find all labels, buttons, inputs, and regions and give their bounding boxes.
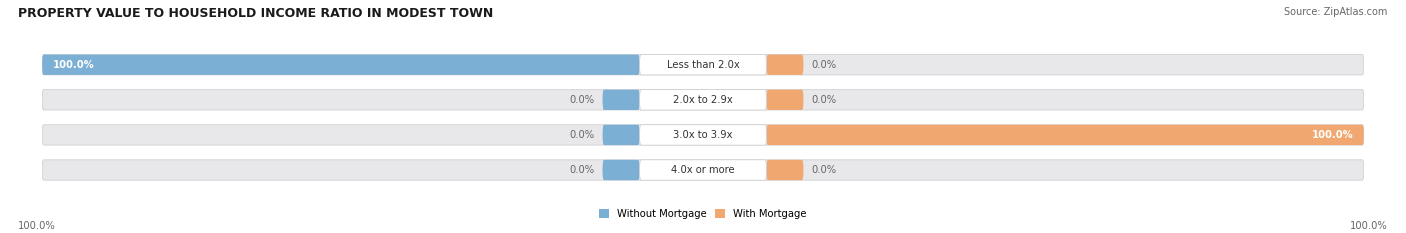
Text: 3.0x to 3.9x: 3.0x to 3.9x bbox=[673, 130, 733, 140]
FancyBboxPatch shape bbox=[766, 160, 803, 180]
Text: 0.0%: 0.0% bbox=[811, 95, 837, 105]
FancyBboxPatch shape bbox=[603, 125, 640, 145]
Text: 0.0%: 0.0% bbox=[569, 130, 595, 140]
FancyBboxPatch shape bbox=[640, 55, 766, 75]
Text: PROPERTY VALUE TO HOUSEHOLD INCOME RATIO IN MODEST TOWN: PROPERTY VALUE TO HOUSEHOLD INCOME RATIO… bbox=[18, 7, 494, 20]
FancyBboxPatch shape bbox=[640, 125, 766, 145]
FancyBboxPatch shape bbox=[766, 55, 803, 75]
Text: 4.0x or more: 4.0x or more bbox=[671, 165, 735, 175]
FancyBboxPatch shape bbox=[640, 90, 766, 110]
Text: 0.0%: 0.0% bbox=[811, 165, 837, 175]
FancyBboxPatch shape bbox=[766, 90, 803, 110]
Legend: Without Mortgage, With Mortgage: Without Mortgage, With Mortgage bbox=[599, 209, 807, 219]
FancyBboxPatch shape bbox=[42, 55, 640, 75]
FancyBboxPatch shape bbox=[42, 125, 1364, 145]
FancyBboxPatch shape bbox=[42, 160, 1364, 180]
Text: 0.0%: 0.0% bbox=[569, 165, 595, 175]
FancyBboxPatch shape bbox=[640, 160, 766, 180]
Text: Source: ZipAtlas.com: Source: ZipAtlas.com bbox=[1284, 7, 1388, 17]
Text: 100.0%: 100.0% bbox=[53, 60, 94, 70]
Text: 0.0%: 0.0% bbox=[569, 95, 595, 105]
FancyBboxPatch shape bbox=[42, 90, 1364, 110]
Text: 0.0%: 0.0% bbox=[811, 60, 837, 70]
Text: 100.0%: 100.0% bbox=[18, 221, 56, 231]
Text: 100.0%: 100.0% bbox=[1350, 221, 1388, 231]
FancyBboxPatch shape bbox=[603, 160, 640, 180]
FancyBboxPatch shape bbox=[766, 125, 1364, 145]
Text: 2.0x to 2.9x: 2.0x to 2.9x bbox=[673, 95, 733, 105]
FancyBboxPatch shape bbox=[42, 55, 1364, 75]
Text: Less than 2.0x: Less than 2.0x bbox=[666, 60, 740, 70]
FancyBboxPatch shape bbox=[603, 90, 640, 110]
Text: 100.0%: 100.0% bbox=[1312, 130, 1353, 140]
